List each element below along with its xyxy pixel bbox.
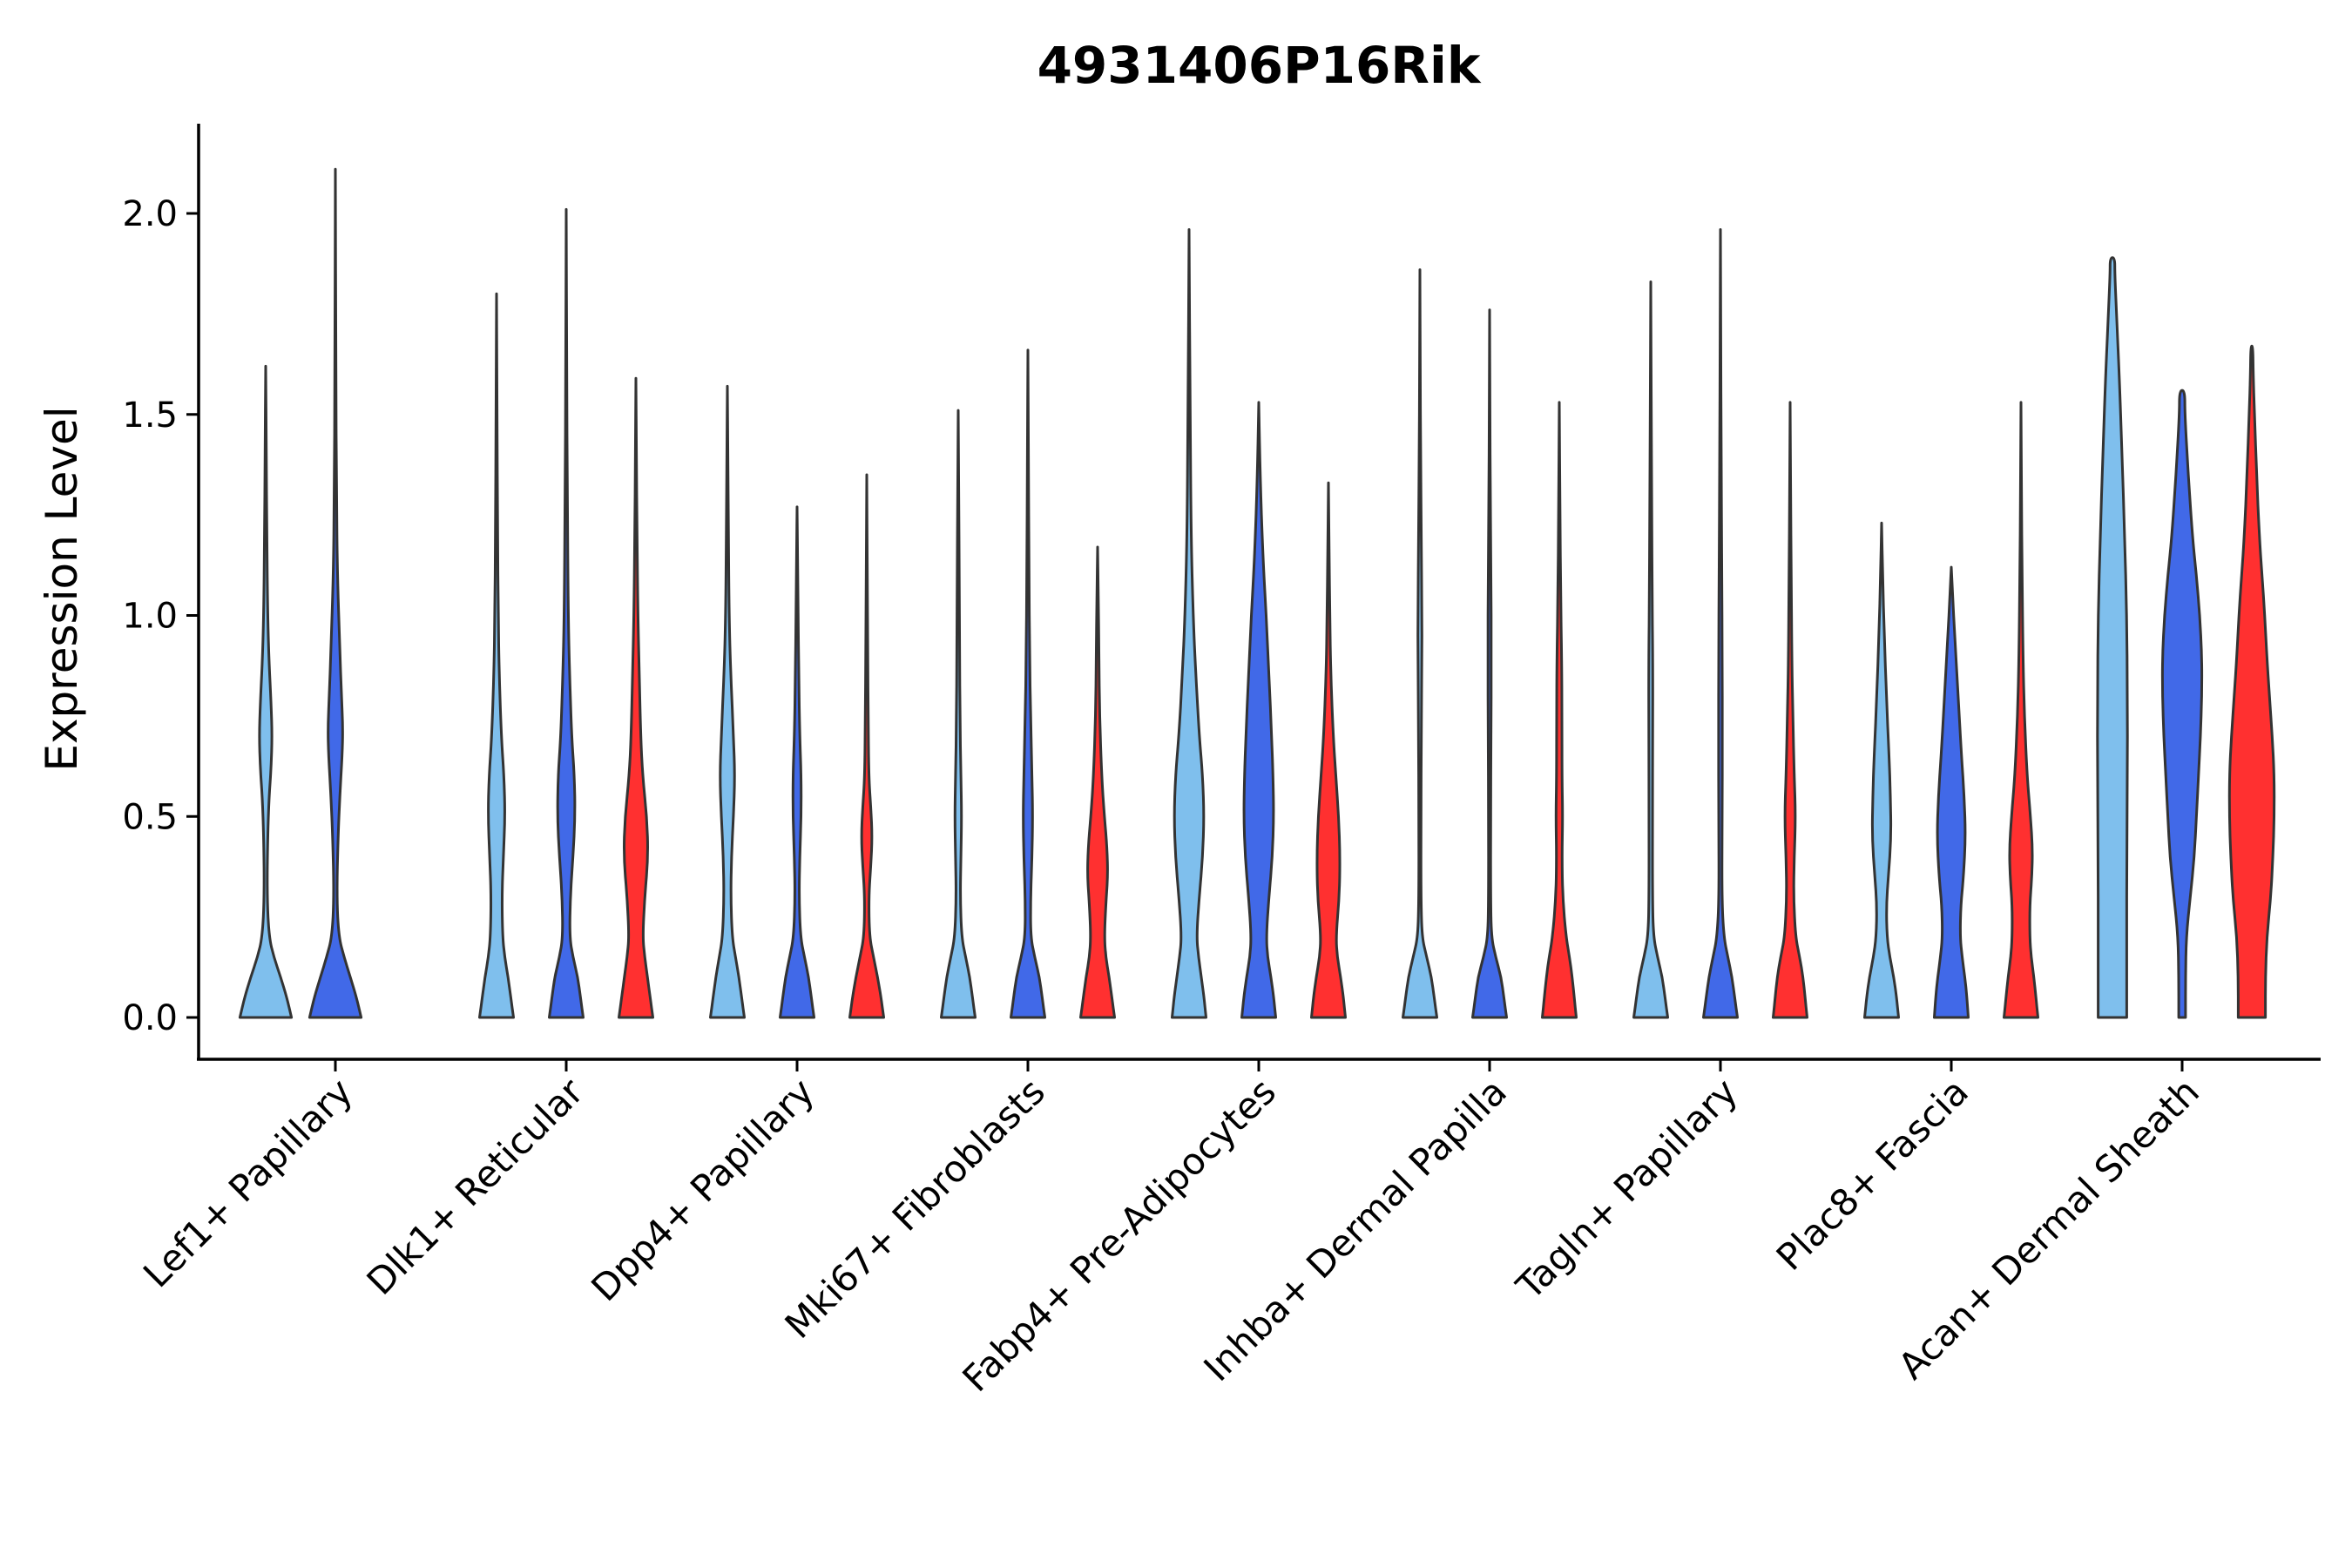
y-axis-label: Expression Level (37, 406, 87, 771)
violin-1-2 (618, 376, 654, 1019)
y-tick-label: 2.0 (122, 194, 178, 234)
violin-0-0 (238, 364, 294, 1019)
y-tick-label: 1.5 (122, 395, 178, 436)
violin-4-2 (1310, 481, 1347, 1019)
y-ticks-group: 0.0 0.5 1.0 1.5 2.0 (122, 194, 199, 1038)
violin-2-0 (709, 384, 746, 1019)
y-tick-label: 0.5 (122, 797, 178, 837)
violin-5-0 (1402, 268, 1438, 1019)
violin-6-1 (1702, 228, 1739, 1019)
violin-6-0 (1632, 280, 1669, 1019)
violin-7-2 (2003, 401, 2039, 1019)
violins-group (238, 167, 2276, 1019)
x-category-label: Plac8+ Fascia (1768, 1070, 1977, 1278)
violin-3-2 (1079, 545, 1116, 1019)
violin-8-0 (2096, 256, 2129, 1019)
violin-5-2 (1541, 401, 1578, 1019)
x-category-label: Dlk1+ Reticular (359, 1070, 592, 1303)
violin-2-2 (848, 473, 885, 1019)
x-category-label: Tagln+ Papillary (1508, 1070, 1746, 1308)
violin-7-1 (1933, 565, 1970, 1019)
violin-3-1 (1010, 348, 1046, 1019)
x-category-label: Mki67+ Fibroblasts (777, 1070, 1053, 1346)
chart-title: 4931406P16Rik (1037, 36, 1482, 95)
violin-5-1 (1471, 308, 1508, 1019)
violin-1-0 (478, 292, 515, 1019)
violin-3-0 (940, 409, 977, 1019)
violin-7-0 (1863, 521, 1900, 1019)
violin-8-1 (2160, 389, 2204, 1019)
violin-4-1 (1240, 401, 1277, 1019)
x-category-label: Dpp4+ Papillary (583, 1070, 822, 1309)
y-tick-label: 0.0 (122, 998, 178, 1038)
violin-0-1 (308, 167, 363, 1019)
violin-8-2 (2227, 344, 2276, 1019)
violin-2-1 (779, 505, 815, 1019)
violin-4-0 (1171, 228, 1207, 1019)
violin-6-2 (1772, 401, 1808, 1019)
violin-1-1 (548, 207, 585, 1019)
x-category-label: Lef1+ Papillary (135, 1070, 361, 1295)
y-tick-label: 1.0 (122, 597, 178, 637)
